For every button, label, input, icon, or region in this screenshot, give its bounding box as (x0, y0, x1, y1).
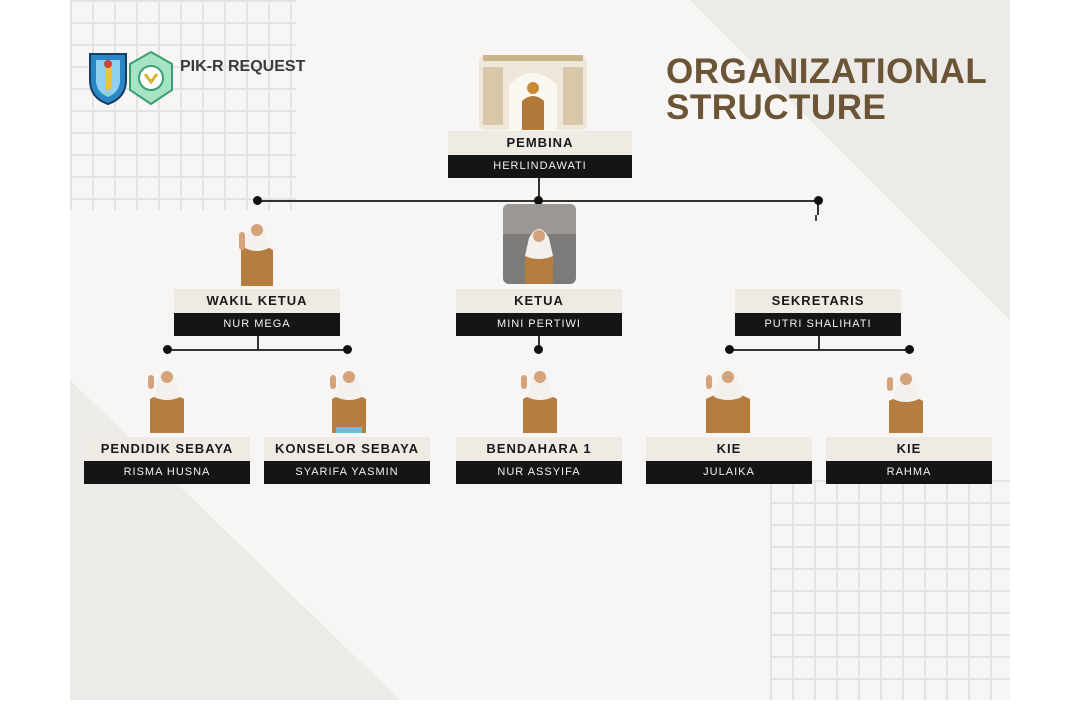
bendahara-card: BENDAHARA 1 NUR ASSYIFA (456, 437, 622, 484)
name-label: PUTRI SHALIHATI (735, 313, 901, 336)
role-label: PENDIDIK SEBAYA (84, 437, 250, 461)
sekretaris-card: SEKRETARIS PUTRI SHALIHATI (735, 289, 901, 336)
sekretaris-photo (815, 215, 817, 221)
pendidik-sebaya-card: PENDIDIK SEBAYA RISMA HUSNA (84, 437, 250, 484)
connector-dot (534, 196, 543, 205)
connector-line-pembina-down (538, 177, 540, 201)
connector-dot (814, 196, 823, 205)
name-label: SYARIFA YASMIN (264, 461, 430, 484)
connector-dot (725, 345, 734, 354)
org-chart-canvas: PIK-R REQUEST ORGANIZATIONAL STRUCTURE P… (70, 0, 1010, 700)
kie-rahma-card: KIE RAHMA (826, 437, 992, 484)
konselor-sebaya-card: KONSELOR SEBAYA SYARIFA YASMIN (264, 437, 430, 484)
title-line-2: STRUCTURE (666, 88, 887, 127)
kie-rahma-photo (887, 373, 923, 433)
connector-line-sekretaris-branch (729, 349, 909, 351)
connector-dot (534, 345, 543, 354)
pendidik-sebaya-photo (148, 371, 184, 433)
name-label: HERLINDAWATI (448, 155, 632, 178)
role-label: KIE (826, 437, 992, 461)
name-label: RAHMA (826, 461, 992, 484)
connector-dot (905, 345, 914, 354)
name-label: NUR MEGA (174, 313, 340, 336)
role-label: PEMBINA (448, 131, 632, 155)
wakil-ketua-card: WAKIL KETUA NUR MEGA (174, 289, 340, 336)
page-title: ORGANIZATIONAL STRUCTURE (666, 54, 987, 126)
connector-dot (253, 196, 262, 205)
school-logo-icon (89, 53, 127, 106)
role-label: KONSELOR SEBAYA (264, 437, 430, 461)
role-label: BENDAHARA 1 (456, 437, 622, 461)
connector-line-wakil-down (257, 335, 259, 350)
role-label: WAKIL KETUA (174, 289, 340, 313)
wakil-ketua-photo (239, 224, 273, 286)
pembina-photo (479, 55, 587, 130)
name-label: RISMA HUSNA (84, 461, 250, 484)
connector-line-wakil-branch (167, 349, 347, 351)
role-label: SEKRETARIS (735, 289, 901, 313)
connector-dot (343, 345, 352, 354)
pik-r-logo-icon (129, 50, 173, 106)
kie-julaika-card: KIE JULAIKA (646, 437, 812, 484)
name-label: NUR ASSYIFA (456, 461, 622, 484)
role-label: KIE (646, 437, 812, 461)
name-label: JULAIKA (646, 461, 812, 484)
konselor-sebaya-photo (330, 371, 366, 433)
kie-julaika-photo (706, 371, 750, 433)
connector-line-sekretaris-stub (817, 201, 819, 215)
name-label: MINI PERTIWI (456, 313, 622, 336)
bendahara-photo (521, 371, 557, 433)
title-line-1: ORGANIZATIONAL (666, 52, 988, 91)
background-grid-top-left (70, 0, 296, 210)
ketua-card: KETUA MINI PERTIWI (456, 289, 622, 336)
role-label: KETUA (456, 289, 622, 313)
pembina-card: PEMBINA HERLINDAWATI (448, 131, 632, 178)
connector-line-sekretaris-down (818, 335, 820, 350)
background-triangle-top-right (690, 0, 1010, 320)
ketua-photo (503, 204, 576, 284)
connector-dot (163, 345, 172, 354)
background-grid-bottom-right (770, 480, 1010, 700)
brand-name: PIK-R REQUEST (180, 58, 306, 75)
connector-line-ketua-down (538, 335, 540, 350)
